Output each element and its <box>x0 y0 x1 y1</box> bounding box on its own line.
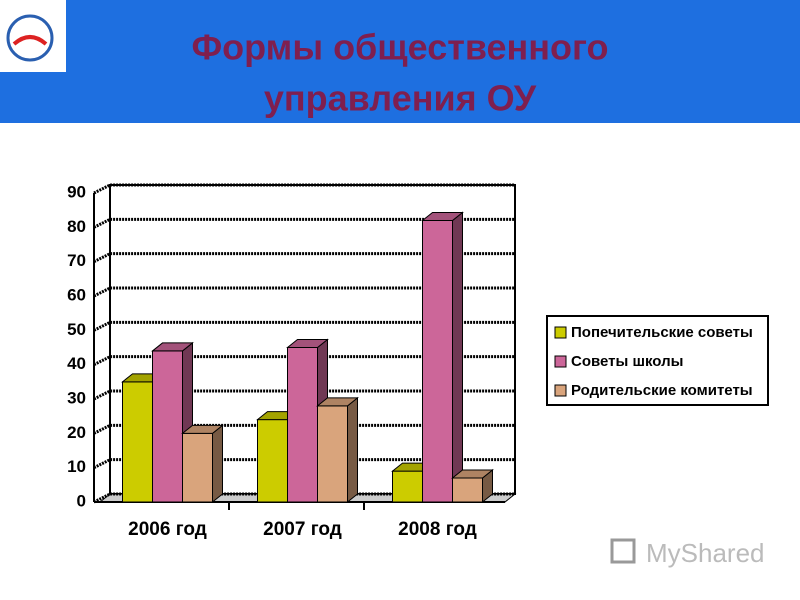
bar-top <box>151 342 194 352</box>
bar <box>122 381 153 503</box>
x-tick-label: 2008 год <box>398 519 477 540</box>
bar <box>452 477 483 503</box>
y-tick-label: 20 <box>67 423 86 442</box>
legend-swatch <box>554 326 567 339</box>
bar-top <box>181 424 224 434</box>
y-tick-label: 80 <box>67 217 86 236</box>
header-band <box>0 0 800 123</box>
y-tick-label: 10 <box>67 457 86 476</box>
bar-side <box>212 424 223 504</box>
title-line: Формы общественного <box>191 27 608 68</box>
legend-swatch <box>554 384 567 397</box>
bar-top <box>316 397 359 407</box>
y-tick-label: 70 <box>67 251 86 270</box>
logo <box>6 14 54 62</box>
chart: 0 10 20 30 40 50 60 70 80 90 2006 год 2007 год 2008 … <box>67 182 517 540</box>
legend-label: Попечительские советы <box>571 324 753 341</box>
logo-stripe <box>12 35 48 46</box>
y-tick-label: 60 <box>67 285 86 304</box>
legend-label: Советы школы <box>571 353 683 370</box>
legend-label: Родительские комитеты <box>571 382 753 399</box>
watermark-icon <box>610 538 636 564</box>
y-tick-label: 90 <box>67 182 86 201</box>
bar <box>422 219 453 503</box>
bar <box>182 432 213 503</box>
bar-top <box>421 211 464 221</box>
y-tick-label: 0 <box>77 491 86 510</box>
title-line: управления ОУ <box>264 78 537 119</box>
bar-top <box>451 469 494 479</box>
y-tick-label: 50 <box>67 320 86 339</box>
bar <box>257 419 288 503</box>
y-tick-label: 40 <box>67 354 86 373</box>
bar-side <box>347 396 358 504</box>
bar <box>317 405 348 503</box>
y-tick-label: 30 <box>67 388 86 407</box>
x-tick-label: 2007 год <box>263 519 342 540</box>
bar-side <box>452 211 463 504</box>
bar <box>392 470 423 503</box>
legend-swatch <box>554 355 567 368</box>
watermark: MyShared <box>646 538 765 568</box>
bar <box>287 347 318 503</box>
bar-top <box>286 339 329 348</box>
legend-box <box>546 315 769 406</box>
bar <box>152 350 183 503</box>
x-tick-label: 2006 год <box>128 519 207 540</box>
